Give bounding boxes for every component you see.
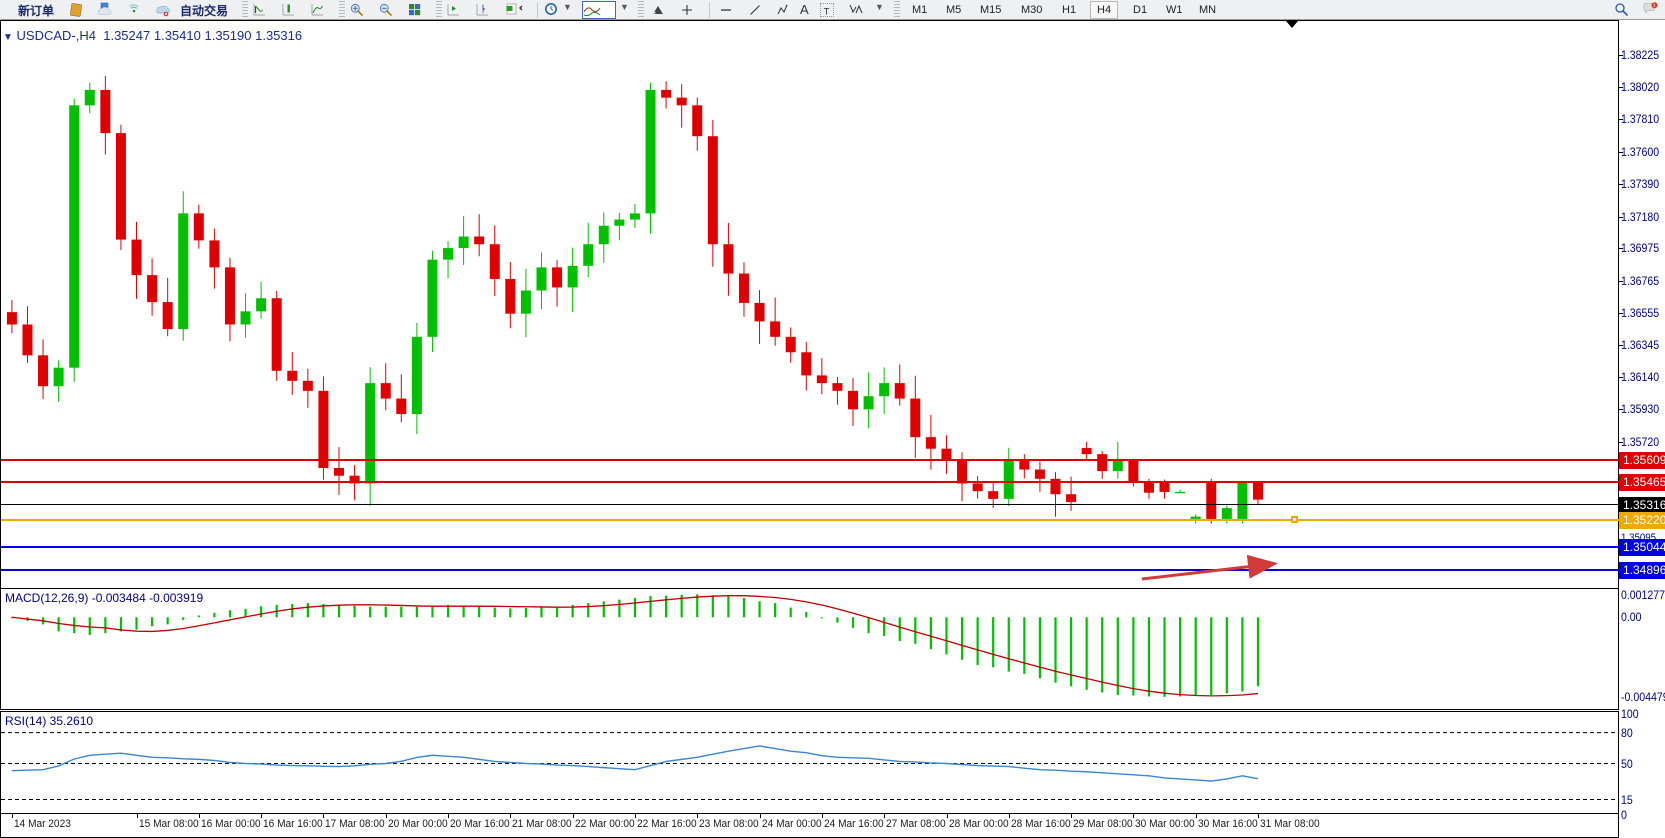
svg-text:T: T: [824, 7, 830, 18]
